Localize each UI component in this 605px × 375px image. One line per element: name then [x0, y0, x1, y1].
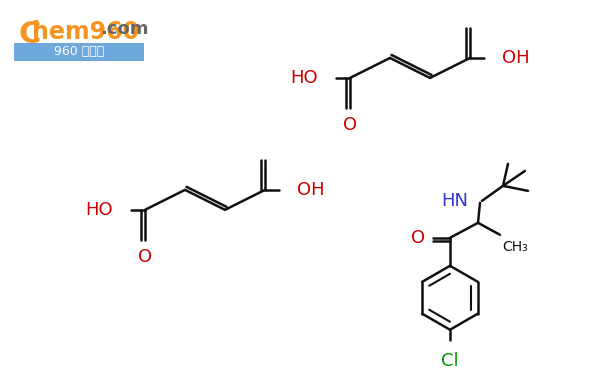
Text: .com: .com [100, 20, 148, 38]
Text: CH₃: CH₃ [502, 240, 528, 254]
Text: OH: OH [297, 181, 325, 199]
Text: 960 化工网: 960 化工网 [54, 45, 104, 58]
Text: C: C [18, 20, 41, 49]
Text: HN: HN [441, 192, 468, 210]
Text: HO: HO [290, 69, 318, 87]
Text: O: O [138, 248, 152, 266]
Text: O: O [411, 229, 425, 247]
Text: hem960: hem960 [32, 20, 139, 44]
Text: Cl: Cl [441, 352, 459, 370]
Text: OH: OH [502, 49, 529, 67]
Text: O: O [343, 116, 357, 134]
Text: HO: HO [85, 201, 113, 219]
FancyBboxPatch shape [14, 43, 144, 61]
